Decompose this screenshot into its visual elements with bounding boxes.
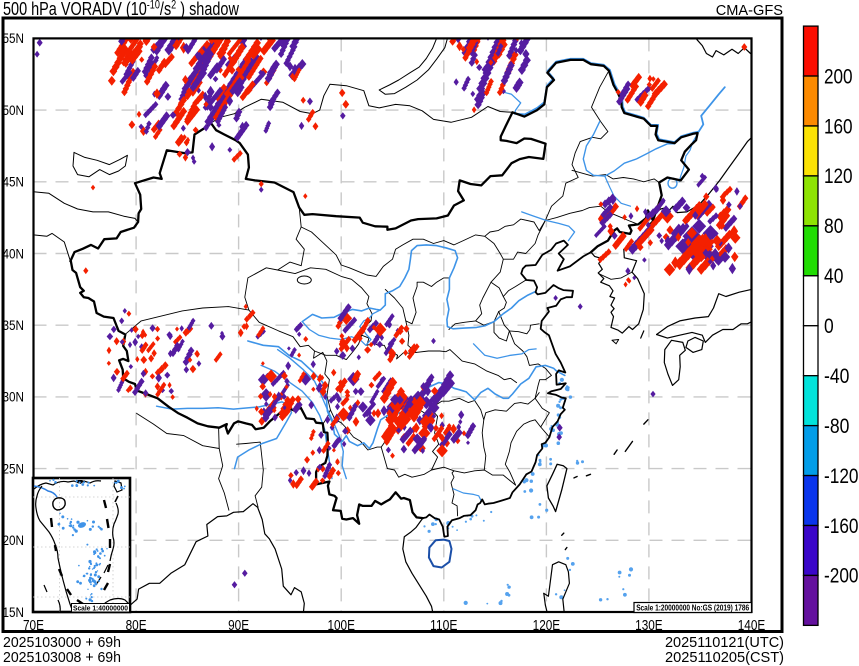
svg-text:120: 120 — [824, 165, 853, 188]
svg-text:-160: -160 — [824, 515, 859, 538]
svg-text:-200: -200 — [824, 565, 859, 588]
svg-text:200: 200 — [824, 65, 853, 88]
svg-text:160: 160 — [824, 115, 853, 138]
svg-text:2025110121(UTC): 2025110121(UTC) — [665, 635, 784, 651]
svg-text:100E: 100E — [327, 618, 355, 634]
svg-text:40: 40 — [824, 265, 843, 288]
svg-text:120E: 120E — [533, 618, 561, 634]
svg-text:55N: 55N — [3, 31, 25, 46]
svg-text:80: 80 — [824, 215, 843, 238]
svg-text:40N: 40N — [3, 246, 25, 261]
svg-text:CMA-GFS: CMA-GFS — [716, 3, 784, 19]
svg-text:-120: -120 — [824, 465, 859, 488]
svg-text:110E: 110E — [430, 618, 458, 634]
svg-text:500 hPa VORADV (10-10/s2 ) sha: 500 hPa VORADV (10-10/s2 ) shadow — [3, 0, 239, 20]
svg-text:130E: 130E — [635, 618, 663, 634]
svg-text:35N: 35N — [3, 318, 25, 333]
svg-text:2025110205(CST): 2025110205(CST) — [665, 650, 784, 666]
svg-text:Scale 1:40000000: Scale 1:40000000 — [73, 603, 128, 612]
svg-text:70E: 70E — [23, 618, 44, 634]
svg-text:-40: -40 — [824, 365, 849, 388]
svg-text:20N: 20N — [3, 533, 25, 548]
svg-text:90E: 90E — [228, 618, 249, 634]
svg-text:50N: 50N — [3, 103, 25, 118]
svg-text:-80: -80 — [824, 415, 849, 438]
svg-text:0: 0 — [824, 315, 834, 338]
svg-text:15N: 15N — [3, 605, 25, 620]
svg-text:80E: 80E — [126, 618, 147, 634]
svg-text:140E: 140E — [738, 618, 766, 634]
svg-text:25N: 25N — [3, 461, 25, 476]
svg-text:2025103000 + 69h: 2025103000 + 69h — [3, 635, 121, 651]
svg-text:45N: 45N — [3, 175, 25, 190]
svg-text:30N: 30N — [3, 390, 25, 405]
svg-text:2025103008 + 69h: 2025103008 + 69h — [3, 650, 121, 666]
svg-text:Scale 1:20000000 No:GS (2019): Scale 1:20000000 No:GS (2019) 1786 — [636, 603, 749, 613]
